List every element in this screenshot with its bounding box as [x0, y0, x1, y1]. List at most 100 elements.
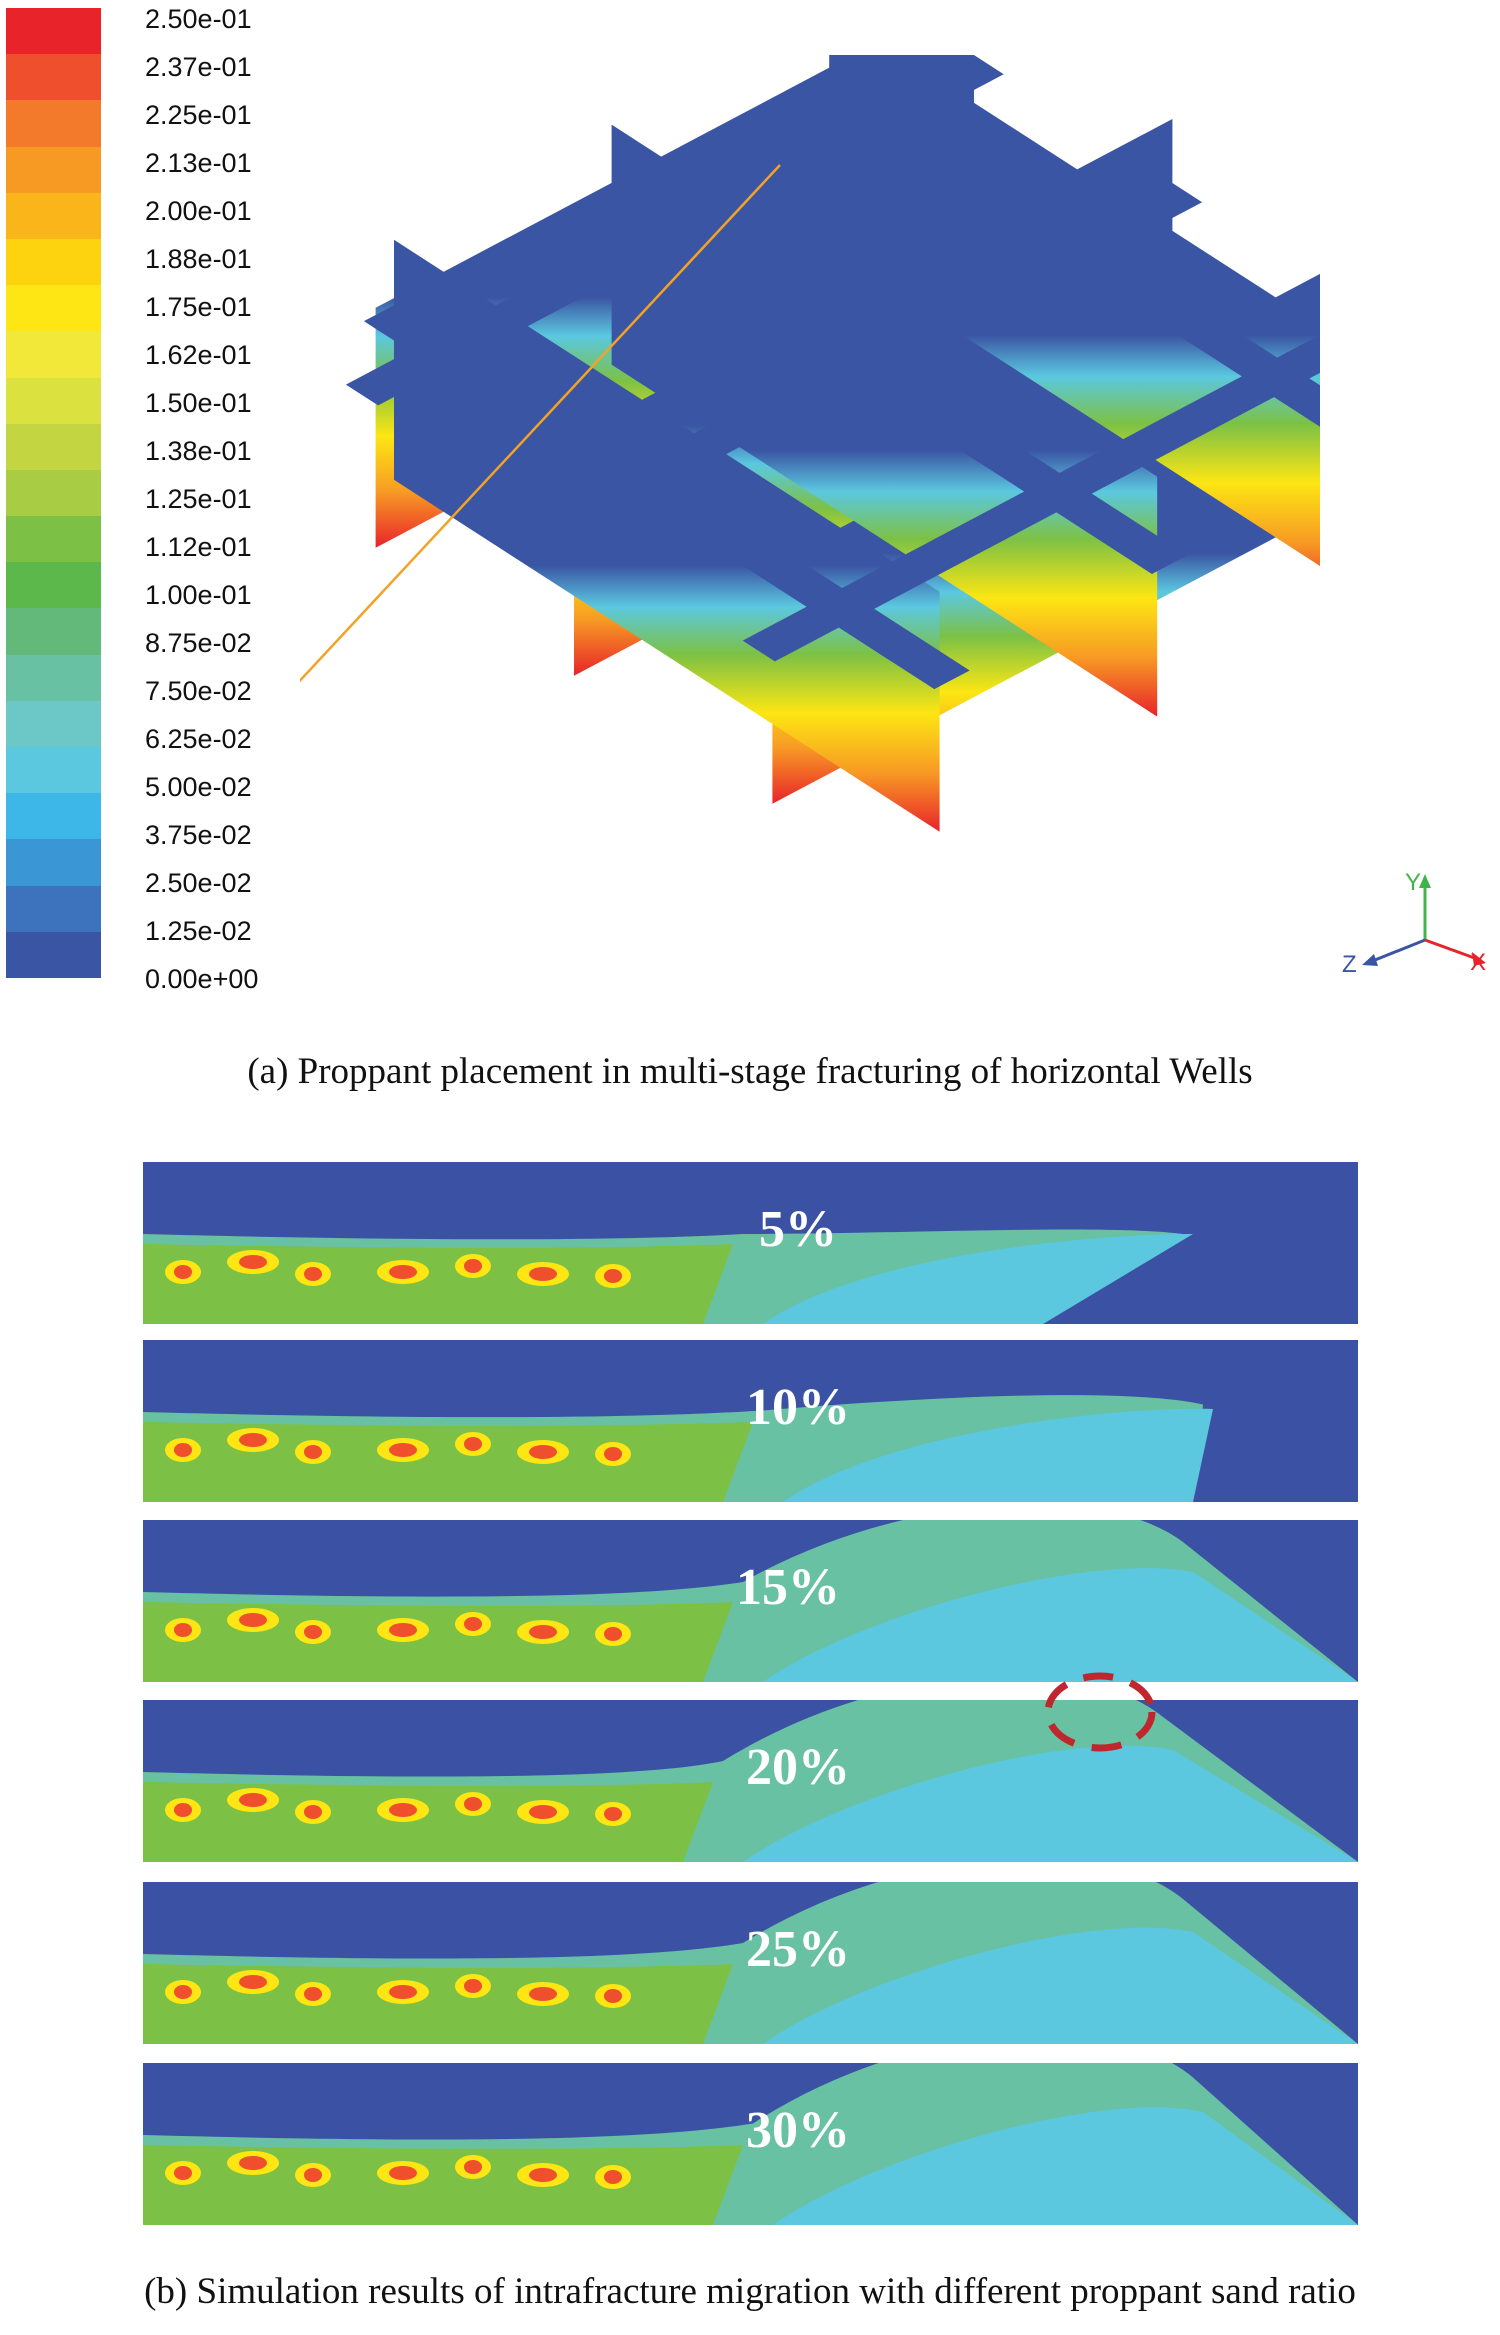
fracture-grid-3d: [300, 55, 1320, 832]
legend-swatch: [6, 469, 101, 517]
simulation-panel: 30%: [143, 2063, 1358, 2225]
legend-tick-label: 3.75e-02: [145, 820, 252, 850]
legend-tick-label: 1.12e-01: [145, 532, 252, 562]
legend-swatch: [6, 562, 101, 609]
concentration-peak: [174, 2166, 192, 2180]
concentration-peak: [604, 1447, 622, 1461]
concentration-peak: [239, 1255, 267, 1269]
legend-swatch: [6, 793, 101, 840]
highlight-circle: [1044, 1672, 1156, 1752]
concentration-peak: [604, 1627, 622, 1641]
concentration-peak: [529, 1625, 557, 1639]
sand-ratio-label: 5%: [759, 1201, 837, 1258]
axis-z-label: Z: [1342, 951, 1357, 978]
concentration-peak: [304, 1987, 322, 2001]
legend-tick-label: 2.50e-02: [145, 868, 252, 898]
concentration-peak: [604, 2170, 622, 2184]
concentration-peak: [389, 1443, 417, 1457]
concentration-peak: [389, 2166, 417, 2180]
legend-swatch: [6, 654, 101, 702]
concentration-peak: [304, 2168, 322, 2182]
fracture-beams: [345, 55, 1320, 690]
legend-swatch: [6, 285, 101, 332]
legend-swatch: [6, 54, 101, 101]
concentration-peak: [239, 1613, 267, 1627]
fracture-beam: [581, 187, 1188, 574]
legend-swatch: [6, 331, 101, 379]
legend-tick-label: 1.88e-01: [145, 244, 252, 274]
concentration-peak: [174, 1803, 192, 1817]
simulation-panel: 25%: [143, 1882, 1358, 2044]
concentration-peak: [239, 1433, 267, 1447]
sand-ratio-label: 30%: [746, 2102, 850, 2159]
concentration-peak: [239, 2156, 267, 2170]
legend-swatch: [6, 885, 101, 933]
sediment-core: [143, 2145, 743, 2225]
concentration-peak: [529, 2168, 557, 2182]
fracture-beam: [363, 302, 970, 690]
sediment-core: [143, 1244, 733, 1324]
legend-tick-label: 1.38e-01: [145, 436, 252, 466]
axis-triad: Y X Z: [1342, 869, 1486, 978]
concentration-peak: [529, 1805, 557, 1819]
legend-tick-label: 2.00e-01: [145, 196, 252, 226]
sediment-front: [763, 1568, 1358, 1682]
legend-tick-label: 1.62e-01: [145, 340, 252, 370]
legend-tick-label: 0.00e+00: [145, 964, 259, 994]
concentration-peak: [389, 1985, 417, 1999]
sediment-front: [763, 1234, 1193, 1324]
legend-tick-label: 7.50e-02: [145, 676, 252, 706]
legend-tick-label: 2.25e-01: [145, 100, 252, 130]
concentration-peak: [464, 1979, 482, 1993]
concentration-peak: [529, 1987, 557, 2001]
simulation-panel: 15%: [143, 1520, 1358, 1682]
wellbore-line: [300, 164, 781, 683]
concentration-peak: [604, 1807, 622, 1821]
legend-swatch: [6, 516, 101, 563]
legend-tick-label: 2.37e-01: [145, 52, 252, 82]
legend-swatch: [6, 377, 101, 425]
axis-x-label: X: [1470, 949, 1486, 976]
legend-tick-label: 1.25e-01: [145, 484, 252, 514]
concentration-peak: [174, 1623, 192, 1637]
sand-ratio-label: 20%: [746, 1739, 850, 1796]
concentration-peak: [389, 1265, 417, 1279]
concentration-peak: [389, 1803, 417, 1817]
sediment-front: [783, 1408, 1213, 1502]
concentration-peak: [239, 1975, 267, 1989]
legend-swatch: [6, 608, 101, 656]
legend-swatch: [6, 839, 101, 887]
sediment-core: [143, 1782, 713, 1862]
legend-tick-label: 1.25e-02: [145, 916, 252, 946]
sand-ratio-label: 25%: [746, 1921, 850, 1978]
concentration-peak: [304, 1445, 322, 1459]
legend-swatch: [6, 700, 101, 748]
sediment-core: [143, 1602, 733, 1682]
legend-swatch: [6, 238, 101, 286]
concentration-peak: [304, 1625, 322, 1639]
legend-swatch: [6, 931, 101, 979]
legend-tick-label: 1.00e-01: [145, 580, 252, 610]
concentration-peak: [464, 1259, 482, 1273]
concentration-peak: [239, 1793, 267, 1807]
concentration-peak: [174, 1443, 192, 1457]
legend-tick-label: 5.00e-02: [145, 772, 252, 802]
sand-ratio-label: 10%: [746, 1379, 850, 1436]
legend-tick-label: 1.75e-01: [145, 292, 252, 322]
sand-ratio-label: 15%: [736, 1559, 840, 1616]
legend-swatch: [6, 192, 101, 240]
concentration-peak: [304, 1805, 322, 1819]
legend-tick-label: 1.50e-01: [145, 388, 252, 418]
legend-swatch: [6, 146, 101, 194]
legend-tick-label: 2.50e-01: [145, 4, 252, 34]
legend-tick-label: 2.13e-01: [145, 148, 252, 178]
legend-swatch: [6, 100, 101, 148]
simulation-panel: 10%: [143, 1340, 1358, 1502]
concentration-peak: [529, 1267, 557, 1281]
fracture-beam: [799, 72, 1320, 427]
axis-y-label: Y: [1405, 869, 1421, 896]
legend-tick-label: 8.75e-02: [145, 628, 252, 658]
concentration-peak: [174, 1265, 192, 1279]
sediment-front: [773, 2107, 1358, 2225]
sediment-core: [143, 1422, 753, 1502]
